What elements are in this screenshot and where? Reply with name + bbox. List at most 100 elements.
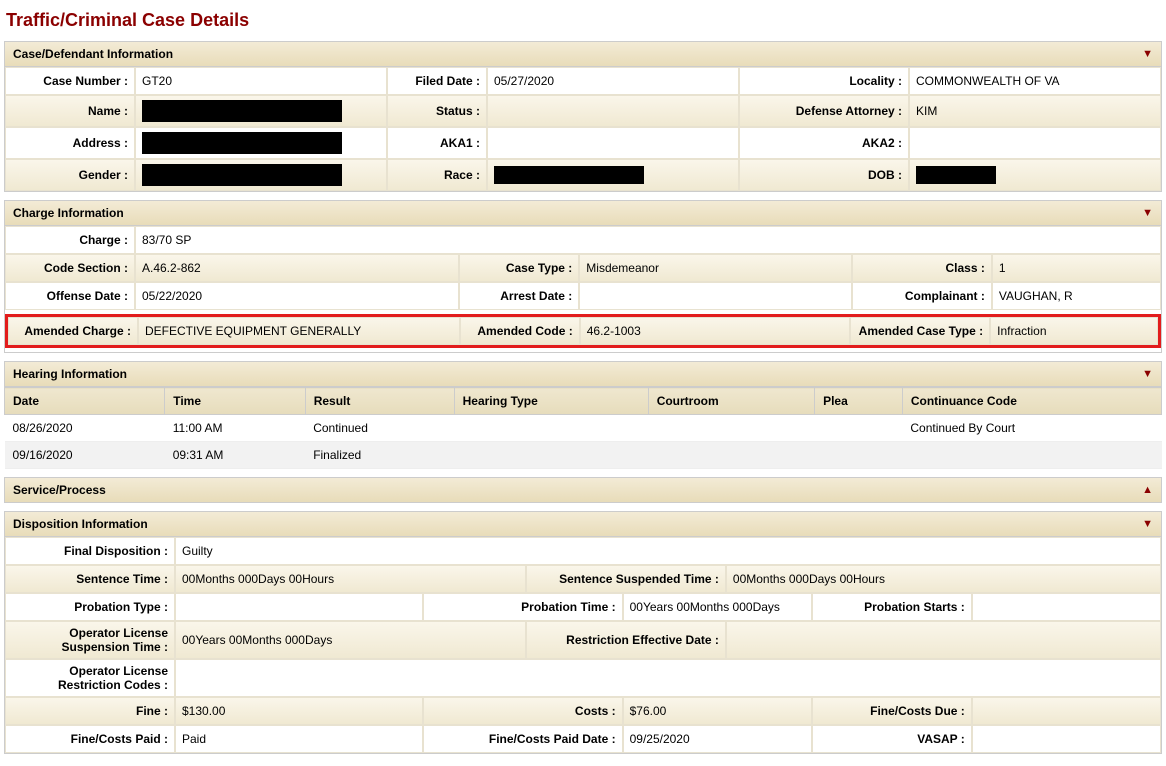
amended-highlight-box: Amended Charge : DEFECTIVE EQUIPMENT GEN… xyxy=(5,314,1161,348)
fine-value: $130.00 xyxy=(175,697,423,725)
status-label: Status : xyxy=(387,95,487,127)
collapse-icon: ▼ xyxy=(1142,48,1153,60)
case-type-label: Case Type : xyxy=(459,254,579,282)
hearing-row: 09/16/202009:31 AMFinalized xyxy=(5,442,1162,469)
hearing-table: DateTimeResultHearing TypeCourtroomPleaC… xyxy=(4,387,1162,469)
case-defendant-header[interactable]: Case/Defendant Information ▼ xyxy=(4,41,1162,67)
filed-date-label: Filed Date : xyxy=(387,67,487,95)
aka2-value xyxy=(909,127,1161,159)
name-value xyxy=(135,95,387,127)
probation-type-value xyxy=(175,593,423,621)
sentence-suspended-value: 00Months 000Days 00Hours xyxy=(726,565,1161,593)
expand-icon: ▲ xyxy=(1142,484,1153,496)
hearing-col-header: Plea xyxy=(815,388,903,415)
charge-section: Charge Information ▼ Charge : 83/70 SP C… xyxy=(4,200,1162,353)
collapse-icon: ▼ xyxy=(1142,518,1153,530)
code-section-value: A.46.2-862 xyxy=(135,254,459,282)
disposition-section: Disposition Information ▼ Final Disposit… xyxy=(4,511,1162,754)
hearing-row: 08/26/202011:00 AMContinuedContinued By … xyxy=(5,415,1162,442)
code-section-label: Code Section : xyxy=(5,254,135,282)
final-disposition-label: Final Disposition : xyxy=(5,537,175,565)
probation-time-value: 00Years 00Months 000Days xyxy=(623,593,812,621)
restriction-date-label: Restriction Effective Date : xyxy=(526,621,726,659)
dob-redacted xyxy=(916,166,996,184)
fine-costs-paid-date-label: Fine/Costs Paid Date : xyxy=(423,725,623,753)
hearing-cell-date: 09/16/2020 xyxy=(5,442,165,469)
amended-code-label: Amended Code : xyxy=(460,317,580,345)
fine-costs-due-label: Fine/Costs Due : xyxy=(812,697,972,725)
probation-starts-value xyxy=(972,593,1161,621)
olrc-label: Operator License Restriction Codes : xyxy=(5,659,175,697)
hearing-col-header: Date xyxy=(5,388,165,415)
case-defendant-section: Case/Defendant Information ▼ Case Number… xyxy=(4,41,1162,192)
amended-charge-value: DEFECTIVE EQUIPMENT GENERALLY xyxy=(138,317,460,345)
locality-value: COMMONWEALTH OF VA xyxy=(909,67,1161,95)
hearing-cell-result: Continued xyxy=(305,415,454,442)
amended-case-type-value: Infraction xyxy=(990,317,1158,345)
arrest-date-label: Arrest Date : xyxy=(459,282,579,310)
amended-code-value: 46.2-1003 xyxy=(580,317,850,345)
defense-attorney-value: KIM xyxy=(909,95,1161,127)
costs-value: $76.00 xyxy=(623,697,812,725)
olst-label: Operator License Suspension Time : xyxy=(5,621,175,659)
hearing-cell-courtroom xyxy=(648,415,814,442)
race-value xyxy=(487,159,739,191)
offense-date-value: 05/22/2020 xyxy=(135,282,459,310)
amended-case-type-label: Amended Case Type : xyxy=(850,317,990,345)
aka2-label: AKA2 : xyxy=(739,127,909,159)
hearing-cell-time: 11:00 AM xyxy=(165,415,305,442)
case-defendant-header-label: Case/Defendant Information xyxy=(13,47,173,61)
hearing-cell-continuance xyxy=(902,442,1161,469)
status-value xyxy=(487,95,739,127)
fine-costs-paid-date-value: 09/25/2020 xyxy=(623,725,812,753)
address-redacted xyxy=(142,132,342,154)
hearing-cell-result: Finalized xyxy=(305,442,454,469)
hearing-col-header: Continuance Code xyxy=(902,388,1161,415)
fine-label: Fine : xyxy=(5,697,175,725)
hearing-section: Hearing Information ▼ DateTimeResultHear… xyxy=(4,361,1162,469)
olst-value: 00Years 00Months 000Days xyxy=(175,621,526,659)
arrest-date-value xyxy=(579,282,852,310)
charge-label: Charge : xyxy=(5,226,135,254)
hearing-cell-plea xyxy=(815,442,903,469)
name-redacted xyxy=(142,100,342,122)
gender-redacted xyxy=(142,164,342,186)
disposition-header-label: Disposition Information xyxy=(13,517,148,531)
service-process-header[interactable]: Service/Process ▲ xyxy=(4,477,1162,503)
name-label: Name : xyxy=(5,95,135,127)
fine-costs-paid-label: Fine/Costs Paid : xyxy=(5,725,175,753)
hearing-col-header: Result xyxy=(305,388,454,415)
offense-date-label: Offense Date : xyxy=(5,282,135,310)
complainant-value: VAUGHAN, R xyxy=(992,282,1161,310)
aka1-label: AKA1 : xyxy=(387,127,487,159)
case-number-value: GT20 xyxy=(135,67,387,95)
final-disposition-value: Guilty xyxy=(175,537,1161,565)
hearing-cell-hearingType xyxy=(454,415,648,442)
costs-label: Costs : xyxy=(423,697,623,725)
race-redacted xyxy=(494,166,644,184)
hearing-cell-courtroom xyxy=(648,442,814,469)
locality-label: Locality : xyxy=(739,67,909,95)
case-type-value: Misdemeanor xyxy=(579,254,852,282)
hearing-cell-hearingType xyxy=(454,442,648,469)
restriction-date-value xyxy=(726,621,1161,659)
hearing-cell-continuance: Continued By Court xyxy=(902,415,1161,442)
service-process-header-label: Service/Process xyxy=(13,483,106,497)
hearing-header-label: Hearing Information xyxy=(13,367,127,381)
charge-value: 83/70 SP xyxy=(135,226,1161,254)
complainant-label: Complainant : xyxy=(852,282,992,310)
address-label: Address : xyxy=(5,127,135,159)
dob-value xyxy=(909,159,1161,191)
collapse-icon: ▼ xyxy=(1142,207,1153,219)
hearing-header[interactable]: Hearing Information ▼ xyxy=(4,361,1162,387)
sentence-time-label: Sentence Time : xyxy=(5,565,175,593)
race-label: Race : xyxy=(387,159,487,191)
disposition-header[interactable]: Disposition Information ▼ xyxy=(4,511,1162,537)
case-number-label: Case Number : xyxy=(5,67,135,95)
vasap-value xyxy=(972,725,1161,753)
gender-label: Gender : xyxy=(5,159,135,191)
charge-header[interactable]: Charge Information ▼ xyxy=(4,200,1162,226)
defense-attorney-label: Defense Attorney : xyxy=(739,95,909,127)
class-value: 1 xyxy=(992,254,1161,282)
amended-charge-label: Amended Charge : xyxy=(8,317,138,345)
